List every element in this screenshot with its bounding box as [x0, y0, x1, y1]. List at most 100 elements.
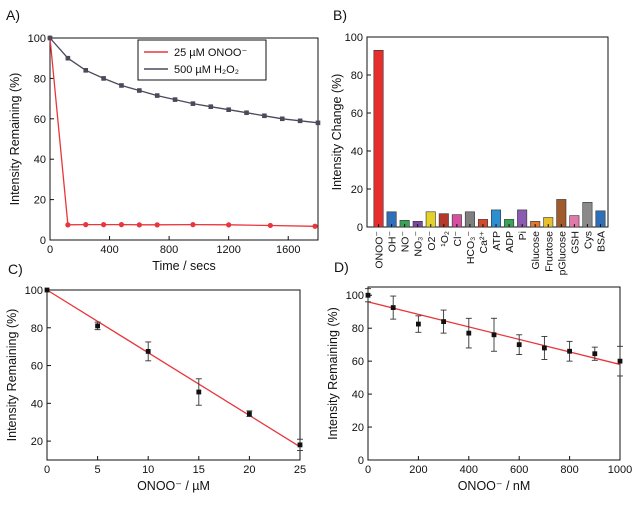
data-point	[491, 332, 497, 338]
y-axis-label: Intensity Change (%)	[330, 74, 344, 191]
data-point	[154, 222, 160, 228]
bar	[373, 49, 384, 228]
y-tick-label: 0	[357, 222, 363, 234]
y-tick-label: 40	[34, 154, 46, 166]
x-tick-label: ONOO⁻	[374, 231, 386, 269]
data-point	[365, 292, 371, 298]
panel-1: A) 0 20 40 60 80 100 Intensity Remaining (%) 0 40…	[6, 7, 321, 273]
panel-label: C)	[8, 261, 23, 277]
x-axis-label: Time / secs	[152, 259, 215, 273]
y-tick-label: 100	[345, 32, 363, 44]
x-tick-label: 0	[44, 464, 50, 476]
x-tick-label: 25	[294, 464, 306, 476]
y-tick-label: 20	[31, 436, 43, 448]
legend-box	[137, 39, 267, 81]
y-tick-label: 80	[34, 73, 46, 85]
y-tick-label: 100	[346, 290, 364, 302]
y-tick-label: 60	[31, 361, 43, 373]
x-tick-label: pGlucose	[556, 231, 568, 276]
plot-frame	[46, 289, 301, 461]
data-point	[226, 107, 231, 113]
x-tick-label: Pi	[517, 231, 529, 240]
data-point	[279, 116, 285, 122]
data-point	[416, 321, 421, 327]
y-tick-label: 20	[352, 422, 364, 434]
data-point	[119, 83, 124, 88]
y-tick-label: 40	[31, 398, 43, 410]
x-tick-label: HCO₃⁻	[465, 231, 477, 264]
x-tick-label: OH⁻	[387, 231, 399, 252]
data-point	[226, 222, 232, 228]
x-tick-label: O2⁻	[426, 231, 438, 251]
plot-frame	[367, 286, 621, 461]
y-tick-label: 40	[351, 146, 363, 158]
data-point	[118, 222, 125, 228]
x-tick-label: Ca²⁺	[478, 231, 490, 253]
data-point	[65, 222, 71, 228]
data-point	[145, 348, 151, 354]
y-axis-label: Intensity Remaining (%)	[8, 73, 22, 206]
data-point	[137, 88, 142, 93]
y-tick-label: 0	[40, 235, 46, 247]
y-tick-label: 60	[351, 108, 363, 120]
x-tick-label: GSH	[569, 231, 581, 254]
data-point	[95, 323, 100, 329]
data-point	[390, 305, 396, 310]
plot-frame	[366, 36, 609, 228]
x-tick-label: 0	[365, 464, 371, 476]
x-tick-label: 800	[160, 244, 178, 256]
data-point	[190, 101, 196, 106]
x-axis-label: ONOO⁻ / nM	[458, 479, 531, 493]
y-tick-label: 80	[351, 70, 363, 82]
x-tick-label: Fructose	[543, 231, 555, 272]
data-point	[617, 358, 623, 364]
y-tick-label: 40	[352, 389, 364, 401]
x-tick-label: 20	[243, 464, 255, 476]
y-tick-label: 0	[358, 455, 364, 467]
data-point	[516, 342, 522, 348]
data-point	[542, 345, 547, 351]
data-point	[44, 287, 50, 293]
y-tick-label: 100	[28, 33, 46, 45]
x-tick-label: 15	[193, 464, 205, 476]
x-tick-label: 400	[100, 244, 118, 256]
x-tick-label: Cl⁻	[452, 231, 464, 246]
y-tick-label: 20	[351, 184, 363, 196]
y-tick-label: 20	[34, 195, 46, 207]
data-point	[47, 35, 53, 41]
y-tick-label: 80	[352, 323, 364, 335]
x-tick-label: 0	[47, 244, 53, 256]
data-point	[315, 120, 321, 126]
x-tick-label: 5	[95, 464, 101, 476]
x-tick-label: ¹O₂	[439, 231, 451, 247]
panel-label: A)	[6, 7, 20, 23]
y-axis-label: Intensity Remaining (%)	[326, 307, 340, 440]
bar	[556, 199, 567, 228]
plot-frame	[49, 37, 319, 241]
y-tick-label: 60	[34, 114, 46, 126]
fit-line	[46, 289, 301, 448]
x-tick-label: Glucose	[530, 231, 542, 270]
panel-3: C) 20 40 60 80 100 Intensity Remaining (%) 0 5 10…	[5, 261, 306, 493]
data-point	[244, 110, 249, 116]
bar	[582, 202, 593, 228]
data-point	[172, 97, 178, 102]
panel-label: B)	[333, 7, 347, 23]
data-point	[208, 104, 214, 109]
data-point	[101, 76, 106, 81]
x-tick-label: 10	[142, 464, 154, 476]
data-point	[297, 442, 303, 448]
x-tick-label: 600	[510, 464, 528, 476]
x-axis-label: ONOO⁻ / µM	[137, 479, 210, 493]
y-tick-label: 80	[31, 323, 43, 335]
legend-entry: 25 µM ONOO⁻	[174, 47, 247, 59]
data-point	[65, 55, 71, 61]
x-tick-label: ATP	[491, 231, 503, 251]
y-tick-label: 100	[25, 285, 43, 297]
data-point	[592, 351, 598, 357]
panel-4: D) 0 20 40 60 80 100 Intensity Remaining (%) 0 20…	[326, 259, 632, 493]
data-point	[262, 113, 267, 119]
y-tick-label: 60	[352, 356, 364, 368]
